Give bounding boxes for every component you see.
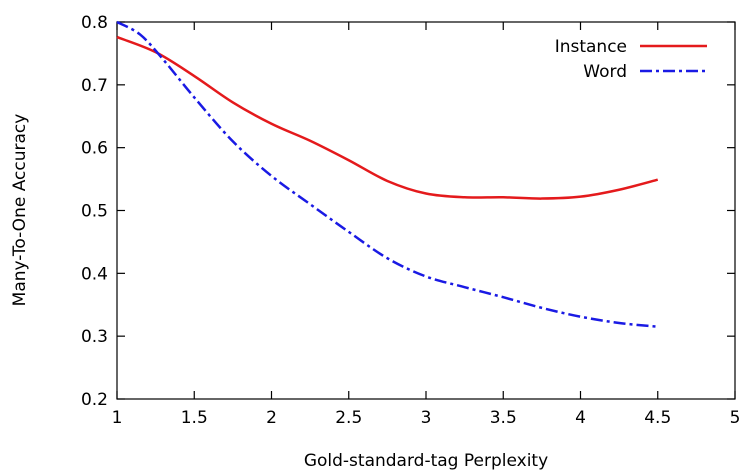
x-tick-label: 4 bbox=[575, 408, 586, 428]
x-axis-ticks: 1 1.5 2 2.5 3 3.5 4 4.5 5 bbox=[112, 22, 741, 428]
legend: Instance Word bbox=[555, 37, 707, 82]
x-tick-label: 2.5 bbox=[335, 408, 362, 428]
y-tick-label: 0.8 bbox=[81, 13, 108, 33]
y-tick-label: 0.2 bbox=[81, 390, 108, 410]
x-axis-label: Gold-standard-tag Perplexity bbox=[304, 451, 548, 471]
y-tick-label: 0.6 bbox=[81, 139, 108, 159]
x-tick-label: 3 bbox=[421, 408, 432, 428]
x-tick-label: 4.5 bbox=[644, 408, 671, 428]
y-tick-label: 0.7 bbox=[81, 76, 108, 96]
y-tick-label: 0.3 bbox=[81, 327, 108, 347]
series-layer bbox=[116, 20, 659, 328]
y-tick-label: 0.5 bbox=[81, 202, 108, 222]
legend-label-word: Word bbox=[583, 62, 627, 82]
plot-frame bbox=[116, 21, 736, 400]
legend-label-instance: Instance bbox=[555, 37, 627, 57]
y-axis-ticks: 0.2 0.3 0.4 0.5 0.6 0.7 0.8 bbox=[81, 13, 735, 410]
y-tick-label: 0.4 bbox=[81, 264, 108, 284]
x-tick-label: 3.5 bbox=[490, 408, 517, 428]
series-line-word bbox=[116, 20, 658, 328]
x-tick-label: 1.5 bbox=[181, 408, 208, 428]
x-tick-label: 5 bbox=[730, 408, 741, 428]
series-line-instance bbox=[116, 35, 659, 200]
y-axis-label: Many-To-One Accuracy bbox=[10, 114, 30, 307]
x-tick-label: 1 bbox=[112, 408, 123, 428]
x-tick-label: 2 bbox=[266, 408, 277, 428]
